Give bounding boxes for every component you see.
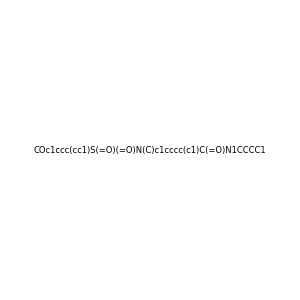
Text: COc1ccc(cc1)S(=O)(=O)N(C)c1cccc(c1)C(=O)N1CCCC1: COc1ccc(cc1)S(=O)(=O)N(C)c1cccc(c1)C(=O)… [34,146,266,154]
